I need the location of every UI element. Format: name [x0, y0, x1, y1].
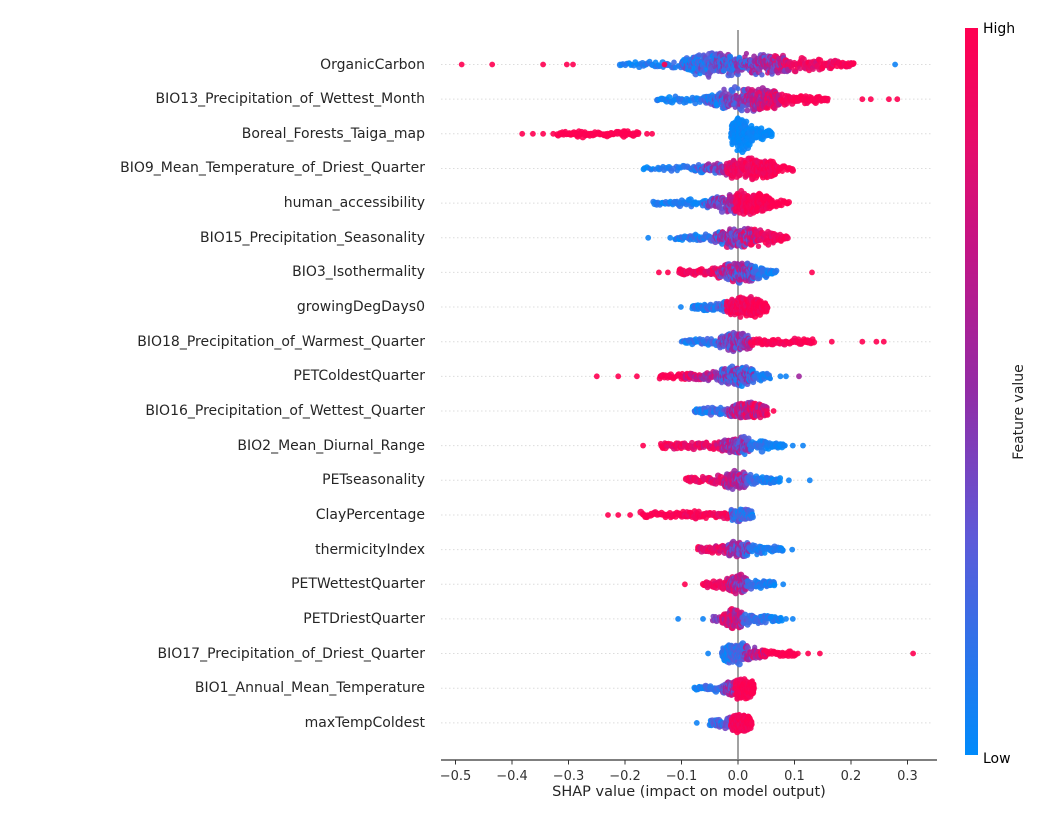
colorbar-low-label: Low — [983, 751, 1011, 767]
feature-label: BIO1_Annual_Mean_Temperature — [194, 680, 425, 697]
feature-label: maxTempColdest — [304, 714, 425, 731]
x-tick-label: −0.4 — [496, 769, 528, 784]
feature-label: ClayPercentage — [315, 506, 425, 523]
feature-label: BIO3_Isothermality — [292, 264, 425, 281]
x-axis-label: SHAP value (impact on model output) — [552, 784, 826, 800]
feature-label: BIO17_Precipitation_of_Driest_Quarter — [157, 645, 425, 662]
feature-label: BIO15_Precipitation_Seasonality — [199, 229, 425, 246]
feature-label: PETDriestQuarter — [303, 610, 425, 627]
feature-label: PETColdestQuarter — [293, 368, 425, 385]
feature-label: BIO9_Mean_Temperature_of_Driest_Quarter — [120, 160, 425, 177]
feature-label: PETseasonality — [322, 472, 425, 489]
feature-labels-column: OrganicCarbon BIO13_Precipitation_of_Wett… — [0, 0, 433, 760]
x-tick-label: 0.2 — [841, 769, 862, 784]
beeswarm-dots — [458, 50, 916, 736]
feature-label: thermicityIndex — [315, 541, 425, 558]
colorbar-high-label: High — [983, 21, 1016, 37]
feature-label: BIO16_Precipitation_of_Wettest_Quarter — [145, 403, 425, 419]
feature-label: BIO18_Precipitation_of_Warmest_Quarter — [137, 333, 425, 350]
x-tick-label: 0.0 — [728, 769, 749, 784]
feature-label: BIO2_Mean_Diurnal_Range — [237, 437, 425, 454]
feature-label: OrganicCarbon — [320, 56, 425, 73]
x-tick-label: −0.1 — [666, 769, 698, 784]
x-tick-label: −0.5 — [440, 769, 472, 784]
feature-label: PETWettestQuarter — [291, 576, 425, 593]
colorbar-axis-label: Feature value — [1011, 364, 1027, 460]
feature-label: human_accessibility — [283, 195, 425, 212]
x-tick-label: 0.1 — [784, 769, 805, 784]
feature-label: Boreal_Forests_Taiga_map — [241, 125, 425, 142]
feature-value-colorbar — [965, 28, 978, 755]
feature-label: growingDegDays0 — [296, 299, 425, 316]
feature-label: BIO13_Precipitation_of_Wettest_Month — [155, 91, 425, 108]
x-tick-label: 0.3 — [897, 769, 918, 784]
x-tick-label: −0.3 — [553, 769, 585, 784]
x-tick-label: −0.2 — [609, 769, 641, 784]
